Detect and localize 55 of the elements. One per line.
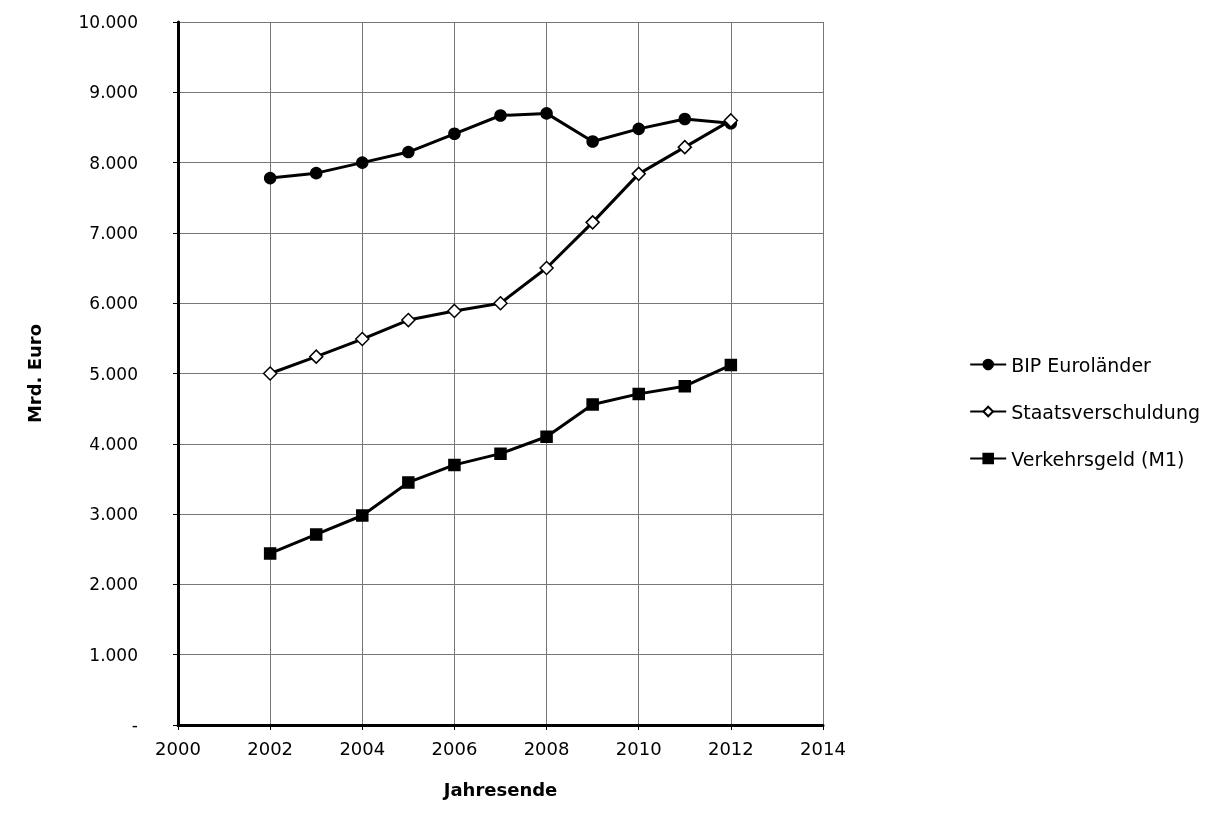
point — [356, 509, 369, 522]
point — [540, 107, 553, 120]
y-tick-label: 10.000 — [78, 12, 138, 32]
y-axis-title: Mrd. Euro — [23, 323, 45, 424]
y-tick-label: 8.000 — [89, 152, 138, 173]
point — [263, 547, 277, 560]
point — [585, 215, 600, 230]
x-tick-label: 2000 — [155, 737, 201, 759]
point — [402, 476, 415, 489]
y-tick-label: 4.000 — [89, 433, 138, 454]
point — [677, 139, 693, 155]
point — [494, 447, 507, 460]
point — [355, 331, 370, 347]
point — [356, 156, 369, 169]
point — [309, 166, 323, 180]
point — [448, 127, 461, 141]
legend-label: BIP Euroländer — [1011, 353, 1152, 376]
x-tick-label: 2014 — [800, 737, 846, 759]
point — [724, 358, 738, 372]
point — [262, 366, 278, 381]
point — [632, 122, 645, 136]
point — [263, 171, 277, 185]
y-tick-label: 6.000 — [89, 293, 138, 314]
y-tick-label: 2.000 — [89, 574, 138, 595]
point — [632, 387, 645, 401]
point — [539, 260, 554, 276]
point — [540, 430, 553, 444]
point — [308, 349, 324, 364]
legend-label: Verkehrsgeld (M1) — [1011, 447, 1185, 470]
x-tick-label: 2004 — [339, 737, 386, 759]
point — [493, 295, 508, 311]
x-tick-label: 2006 — [431, 737, 478, 759]
point — [678, 112, 692, 126]
point — [447, 303, 462, 319]
point — [586, 398, 599, 411]
y-tick-label: 7.000 — [89, 222, 138, 243]
y-tick-label: 5.000 — [89, 363, 138, 384]
y-tick-label: 1.000 — [89, 644, 138, 665]
point — [401, 312, 416, 328]
point — [678, 379, 692, 393]
y-tick-label: - — [131, 715, 138, 735]
point — [586, 135, 599, 148]
point — [631, 166, 646, 182]
x-tick-label: 2002 — [247, 737, 294, 759]
x-tick-label: 2010 — [615, 737, 662, 759]
point — [494, 109, 507, 122]
x-axis-title: Jahresende — [441, 778, 558, 800]
point — [448, 458, 461, 472]
legend-label: Staatsverschuldung — [1011, 400, 1201, 423]
point — [309, 528, 323, 541]
point — [402, 145, 415, 159]
x-tick-label: 2012 — [707, 737, 754, 759]
y-tick-label: 9.000 — [89, 82, 138, 103]
x-tick-label: 2008 — [523, 737, 570, 759]
y-tick-label: 3.000 — [89, 504, 138, 525]
